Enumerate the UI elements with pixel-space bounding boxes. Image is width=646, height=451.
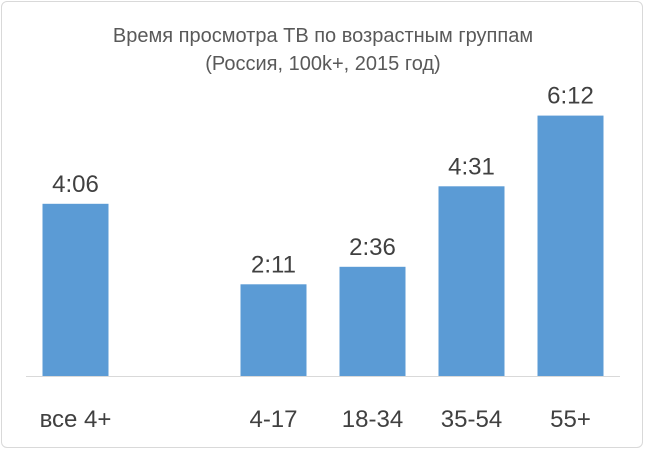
chart-title-block: Время просмотра ТВ по возрастным группам… xyxy=(0,22,646,78)
data-label-5: 6:12 xyxy=(547,83,594,110)
chart-subtitle: (Россия, 100k+, 2015 год) xyxy=(205,53,441,75)
bar-2 xyxy=(240,284,307,376)
data-label-2: 2:11 xyxy=(251,251,296,278)
bar-4 xyxy=(438,186,505,376)
data-label-0: 4:06 xyxy=(52,171,99,198)
bar-0 xyxy=(42,203,109,376)
data-label-3: 2:36 xyxy=(349,234,396,261)
chart-title: Время просмотра ТВ по возрастным группам xyxy=(112,25,534,47)
category-label-5: 55+ xyxy=(550,406,591,433)
category-label-2: 4-17 xyxy=(249,406,297,433)
category-label-3: 18-34 xyxy=(342,406,403,433)
data-label-4: 4:31 xyxy=(448,153,495,180)
category-label-0: все 4+ xyxy=(40,406,112,433)
bar-5 xyxy=(537,115,604,376)
bar-3 xyxy=(339,266,406,376)
category-label-4: 35-54 xyxy=(441,406,502,433)
